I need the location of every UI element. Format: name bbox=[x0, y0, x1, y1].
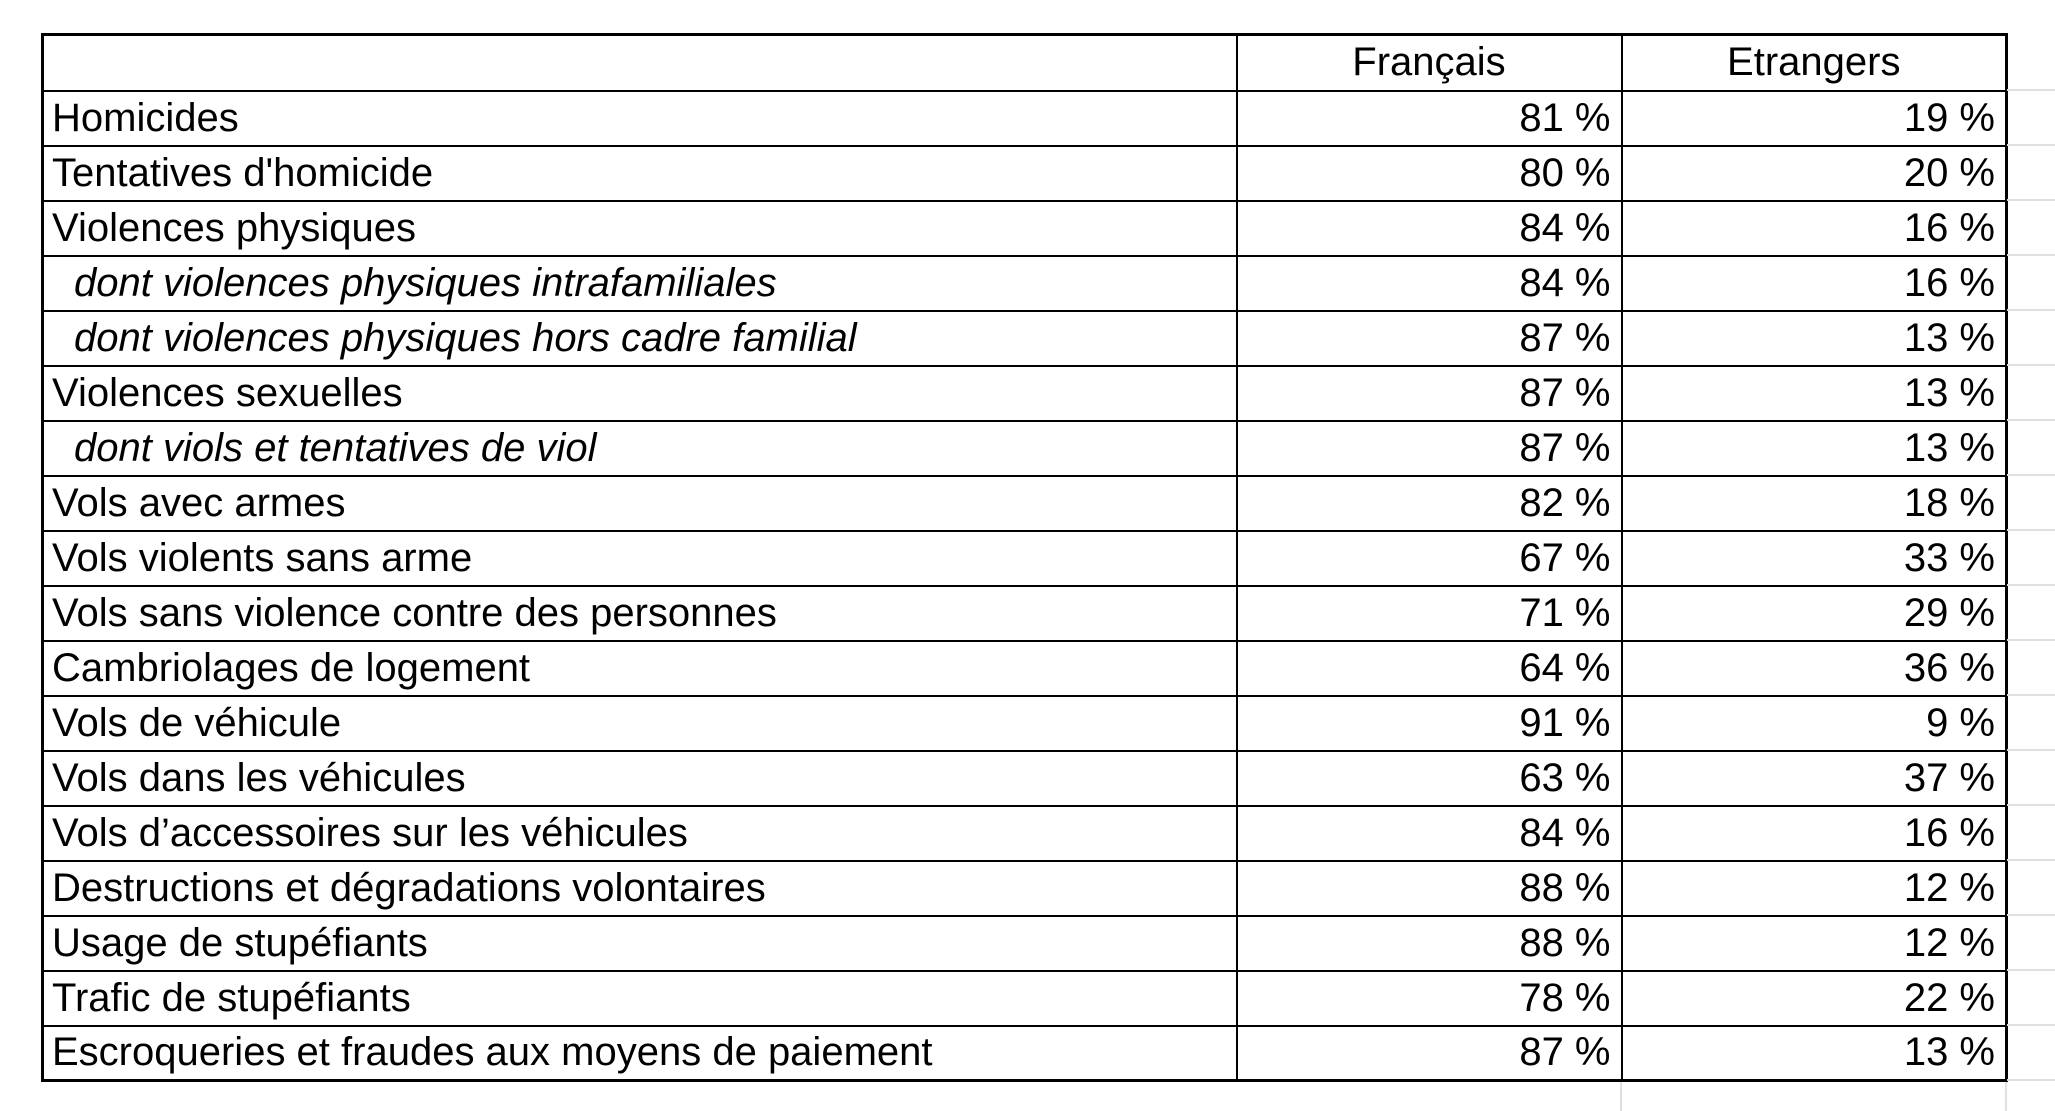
table-row: Homicides 81 % 19 % bbox=[41, 89, 2008, 147]
francais-value: 84 % bbox=[1235, 254, 1623, 312]
offence-label: dont viols et tentatives de viol bbox=[41, 419, 1238, 477]
header-row: Français Etrangers bbox=[41, 33, 2008, 92]
table-row: Vols d’accessoires sur les véhicules 84 %… bbox=[41, 804, 2008, 862]
etrangers-value: 29 % bbox=[1620, 584, 2008, 642]
etrangers-value: 16 % bbox=[1620, 199, 2008, 257]
francais-value: 87 % bbox=[1235, 364, 1623, 422]
offence-label: dont violences physiques hors cadre fami… bbox=[41, 309, 1238, 367]
table-row: Violences sexuelles 87 % 13 % bbox=[41, 364, 2008, 422]
table-row: Vols avec armes 82 % 18 % bbox=[41, 474, 2008, 532]
sheet-row-gridline bbox=[2007, 364, 2055, 366]
etrangers-value: 16 % bbox=[1620, 804, 2008, 862]
etrangers-value: 13 % bbox=[1620, 1024, 2008, 1082]
offence-label: Vols de véhicule bbox=[41, 694, 1238, 752]
francais-value: 91 % bbox=[1235, 694, 1623, 752]
table-row: Vols sans violence contre des personnes 7… bbox=[41, 584, 2008, 642]
offence-label: Trafic de stupéfiants bbox=[41, 969, 1238, 1027]
francais-value: 87 % bbox=[1235, 309, 1623, 367]
sheet-row-gridline bbox=[2007, 804, 2055, 806]
sheet-row-gridline bbox=[2007, 529, 2055, 531]
sheet-row-gridline bbox=[2007, 1024, 2055, 1026]
table-row: Tentatives d'homicide 80 % 20 % bbox=[41, 144, 2008, 202]
etrangers-value: 36 % bbox=[1620, 639, 2008, 697]
francais-value: 78 % bbox=[1235, 969, 1623, 1027]
crime-stats-table: Français Etrangers Homicides 81 % 19 % Tent… bbox=[41, 33, 2008, 1082]
table-row: Trafic de stupéfiants 78 % 22 % bbox=[41, 969, 2008, 1027]
offence-label: Escroqueries et fraudes aux moyens de pa… bbox=[41, 1024, 1238, 1082]
etrangers-value: 13 % bbox=[1620, 419, 2008, 477]
column-header-empty bbox=[41, 33, 1238, 92]
etrangers-value: 20 % bbox=[1620, 144, 2008, 202]
sheet-row-gridline bbox=[2007, 309, 2055, 311]
table-row: Cambriolages de logement 64 % 36 % bbox=[41, 639, 2008, 697]
francais-value: 84 % bbox=[1235, 804, 1623, 862]
offence-label: Violences physiques bbox=[41, 199, 1238, 257]
table-row: dont violences physiques hors cadre fami… bbox=[41, 309, 2008, 367]
offence-label: Usage de stupéfiants bbox=[41, 914, 1238, 972]
etrangers-value: 13 % bbox=[1620, 309, 2008, 367]
francais-value: 84 % bbox=[1235, 199, 1623, 257]
francais-value: 71 % bbox=[1235, 584, 1623, 642]
francais-value: 82 % bbox=[1235, 474, 1623, 532]
francais-value: 64 % bbox=[1235, 639, 1623, 697]
offence-label: Vols avec armes bbox=[41, 474, 1238, 532]
francais-value: 87 % bbox=[1235, 419, 1623, 477]
offence-label: Vols d’accessoires sur les véhicules bbox=[41, 804, 1238, 862]
sheet-row-gridline bbox=[2007, 859, 2055, 861]
sheet-row-gridline bbox=[2007, 1079, 2055, 1081]
etrangers-value: 33 % bbox=[1620, 529, 2008, 587]
offence-label: Vols violents sans arme bbox=[41, 529, 1238, 587]
francais-value: 88 % bbox=[1235, 914, 1623, 972]
etrangers-value: 12 % bbox=[1620, 914, 2008, 972]
sheet-row-gridline bbox=[2007, 639, 2055, 641]
sheet-column-gridline bbox=[2005, 1082, 2007, 1111]
etrangers-value: 37 % bbox=[1620, 749, 2008, 807]
table-row: Vols violents sans arme 67 % 33 % bbox=[41, 529, 2008, 587]
sheet-row-gridline bbox=[2007, 89, 2055, 91]
sheet-row-gridline bbox=[2007, 199, 2055, 201]
offence-label: Violences sexuelles bbox=[41, 364, 1238, 422]
sheet-row-gridline bbox=[2007, 254, 2055, 256]
francais-value: 63 % bbox=[1235, 749, 1623, 807]
offence-label: dont violences physiques intrafamiliales bbox=[41, 254, 1238, 312]
sheet-row-gridline bbox=[2007, 749, 2055, 751]
table-row: Vols dans les véhicules 63 % 37 % bbox=[41, 749, 2008, 807]
table-row: Destructions et dégradations volontaires… bbox=[41, 859, 2008, 917]
table-row: dont viols et tentatives de viol 87 % 13 % bbox=[41, 419, 2008, 477]
offence-label: Homicides bbox=[41, 89, 1238, 147]
etrangers-value: 22 % bbox=[1620, 969, 2008, 1027]
offence-label: Cambriolages de logement bbox=[41, 639, 1238, 697]
etrangers-value: 19 % bbox=[1620, 89, 2008, 147]
table-row: Violences physiques 84 % 16 % bbox=[41, 199, 2008, 257]
etrangers-value: 16 % bbox=[1620, 254, 2008, 312]
sheet-row-gridline bbox=[2007, 914, 2055, 916]
table-row: dont violences physiques intrafamiliales… bbox=[41, 254, 2008, 312]
francais-value: 80 % bbox=[1235, 144, 1623, 202]
sheet-row-gridline bbox=[2007, 144, 2055, 146]
table-row: Escroqueries et fraudes aux moyens de pa… bbox=[41, 1024, 2008, 1082]
offence-label: Vols sans violence contre des personnes bbox=[41, 584, 1238, 642]
etrangers-value: 18 % bbox=[1620, 474, 2008, 532]
column-header-etrangers: Etrangers bbox=[1620, 33, 2008, 92]
sheet-row-gridline bbox=[2007, 474, 2055, 476]
column-header-francais: Français bbox=[1235, 33, 1623, 92]
francais-value: 81 % bbox=[1235, 89, 1623, 147]
sheet-row-gridline bbox=[2007, 419, 2055, 421]
francais-value: 67 % bbox=[1235, 529, 1623, 587]
etrangers-value: 9 % bbox=[1620, 694, 2008, 752]
francais-value: 88 % bbox=[1235, 859, 1623, 917]
sheet-row-gridline bbox=[2007, 969, 2055, 971]
table-row: Vols de véhicule 91 % 9 % bbox=[41, 694, 2008, 752]
sheet-column-gridline bbox=[1620, 1082, 1622, 1111]
etrangers-value: 12 % bbox=[1620, 859, 2008, 917]
francais-value: 87 % bbox=[1235, 1024, 1623, 1082]
offence-label: Destructions et dégradations volontaires bbox=[41, 859, 1238, 917]
table-body: Homicides 81 % 19 % Tentatives d'homicide 80… bbox=[41, 89, 2008, 1082]
etrangers-value: 13 % bbox=[1620, 364, 2008, 422]
offence-label: Vols dans les véhicules bbox=[41, 749, 1238, 807]
sheet-row-gridline bbox=[2007, 694, 2055, 696]
table-row: Usage de stupéfiants 88 % 12 % bbox=[41, 914, 2008, 972]
sheet-row-gridline bbox=[2007, 584, 2055, 586]
offence-label: Tentatives d'homicide bbox=[41, 144, 1238, 202]
